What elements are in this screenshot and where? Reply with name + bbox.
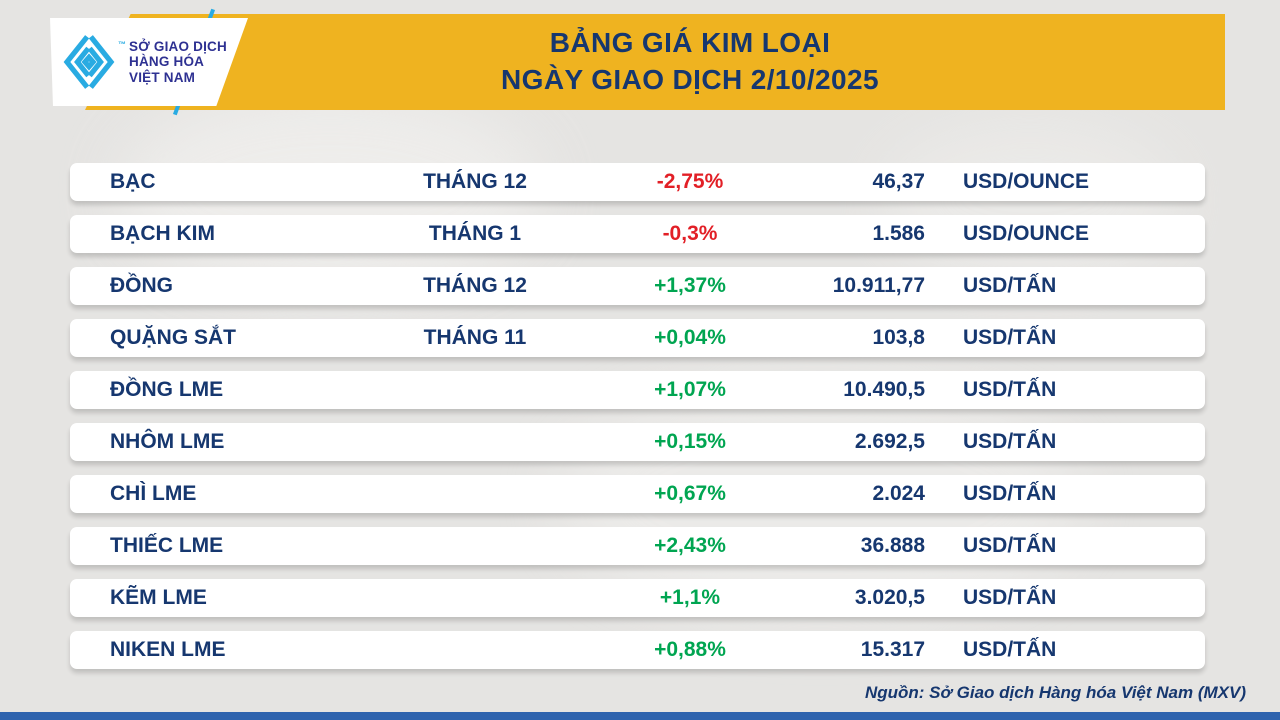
logo-org-line: VIỆT NAM bbox=[129, 69, 196, 85]
commodity-name: KẼM LME bbox=[110, 586, 207, 609]
price-unit: USD/TẤN bbox=[963, 274, 1057, 297]
percent-change: +2,43% bbox=[654, 534, 726, 557]
price-value: 10.911,77 bbox=[832, 274, 925, 297]
commodity-name: NIKEN LME bbox=[110, 638, 226, 661]
percent-change: +1,1% bbox=[659, 586, 721, 609]
price-table: BẠC THÁNG 12 -2,75% 46,37 USD/OUNCE BẠCH… bbox=[70, 163, 1205, 683]
percent-change: +1,07% bbox=[654, 378, 726, 401]
price-value: 2.692,5 bbox=[854, 430, 925, 453]
commodity-name: BẠCH KIM bbox=[110, 222, 215, 245]
table-row: NHÔM LME +0,15% 2.692,5 USD/TẤN bbox=[70, 423, 1205, 461]
page-subtitle: NGÀY GIAO DỊCH 2/10/2025 bbox=[501, 64, 879, 95]
header-banner: BẢNG GIÁ KIM LOẠI NGÀY GIAO DỊCH 2/10/20… bbox=[85, 14, 1225, 110]
price-unit: USD/OUNCE bbox=[963, 222, 1090, 245]
price-value: 2.024 bbox=[872, 482, 925, 505]
bottom-accent-bar bbox=[0, 712, 1280, 720]
table-row: ĐỒNG THÁNG 12 +1,37% 10.911,77 USD/TẤN bbox=[70, 267, 1205, 305]
mxv-logo-card: ™ SỞ GIAO DỊCH HÀNG HÓA VIỆT NAM bbox=[50, 18, 248, 106]
percent-change: +0,04% bbox=[654, 326, 726, 349]
table-row: THIẾC LME +2,43% 36.888 USD/TẤN bbox=[70, 527, 1205, 565]
commodity-name: THIẾC LME bbox=[110, 534, 224, 557]
percent-change: +1,37% bbox=[654, 274, 726, 297]
commodity-name: CHÌ LME bbox=[110, 482, 197, 505]
table-row: BẠCH KIM THÁNG 1 -0,3% 1.586 USD/OUNCE bbox=[70, 215, 1205, 253]
price-value: 46,37 bbox=[872, 170, 925, 193]
commodity-name: ĐỒNG bbox=[110, 274, 173, 297]
trademark-symbol: ™ bbox=[118, 40, 126, 49]
table-row: QUẶNG SẮT THÁNG 11 +0,04% 103,8 USD/TẤN bbox=[70, 319, 1205, 357]
commodity-name: NHÔM LME bbox=[110, 430, 225, 453]
price-unit: USD/TẤN bbox=[963, 378, 1057, 401]
logo-org-line: HÀNG HÓA bbox=[129, 54, 205, 70]
commodity-name: BẠC bbox=[110, 170, 156, 193]
mxv-chevron-diamond-icon bbox=[63, 35, 115, 89]
percent-change: -0,3% bbox=[662, 222, 718, 245]
price-unit: USD/TẤN bbox=[963, 326, 1057, 349]
price-unit: USD/OUNCE bbox=[963, 170, 1090, 193]
price-unit: USD/TẤN bbox=[963, 482, 1057, 505]
price-unit: USD/TẤN bbox=[963, 638, 1057, 661]
table-row: BẠC THÁNG 12 -2,75% 46,37 USD/OUNCE bbox=[70, 163, 1205, 201]
percent-change: +0,15% bbox=[654, 430, 726, 453]
table-row: NIKEN LME +0,88% 15.317 USD/TẤN bbox=[70, 631, 1205, 669]
table-row: ĐỒNG LME +1,07% 10.490,5 USD/TẤN bbox=[70, 371, 1205, 409]
commodity-name: QUẶNG SẮT bbox=[110, 326, 236, 349]
contract-month: THÁNG 12 bbox=[423, 170, 527, 193]
logo-org-line: SỞ GIAO DỊCH bbox=[129, 38, 227, 54]
price-unit: USD/TẤN bbox=[963, 430, 1057, 453]
price-value: 103,8 bbox=[872, 326, 925, 349]
contract-month: THÁNG 12 bbox=[423, 274, 527, 297]
price-value: 3.020,5 bbox=[854, 586, 925, 609]
contract-month: THÁNG 11 bbox=[423, 326, 527, 349]
price-value: 1.586 bbox=[872, 222, 925, 245]
commodity-name: ĐỒNG LME bbox=[110, 378, 224, 401]
price-unit: USD/TẤN bbox=[963, 586, 1057, 609]
contract-month: THÁNG 1 bbox=[428, 222, 522, 245]
price-value: 15.317 bbox=[860, 638, 925, 661]
source-note: Nguồn: Sở Giao dịch Hàng hóa Việt Nam (M… bbox=[864, 683, 1246, 702]
percent-change: +0,67% bbox=[654, 482, 726, 505]
table-row: CHÌ LME +0,67% 2.024 USD/TẤN bbox=[70, 475, 1205, 513]
price-value: 10.490,5 bbox=[843, 378, 925, 401]
page-title: BẢNG GIÁ KIM LOẠI bbox=[549, 27, 831, 59]
table-row: KẼM LME +1,1% 3.020,5 USD/TẤN bbox=[70, 579, 1205, 617]
price-value: 36.888 bbox=[860, 534, 925, 557]
logo-org-name: SỞ GIAO DỊCH HÀNG HÓA VIỆT NAM bbox=[129, 39, 227, 85]
percent-change: -2,75% bbox=[656, 170, 724, 193]
price-unit: USD/TẤN bbox=[963, 534, 1057, 557]
percent-change: +0,88% bbox=[654, 638, 726, 661]
